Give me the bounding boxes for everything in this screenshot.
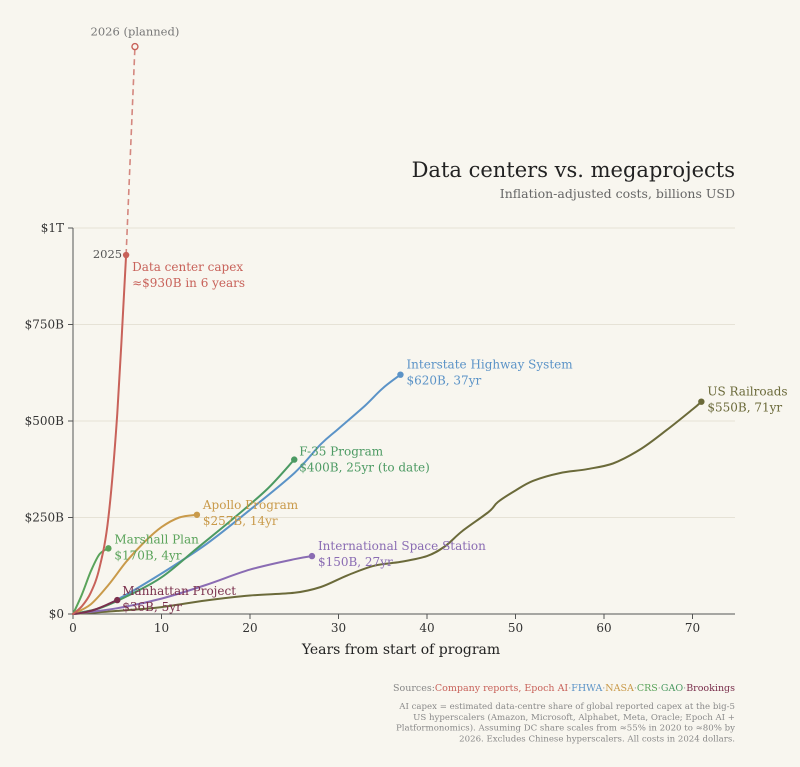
interstate-highway-system-line — [72, 373, 402, 615]
sources-separator: · — [658, 683, 661, 694]
sources-separator: · — [568, 683, 571, 694]
apollo-program-line — [72, 513, 198, 615]
x-axis-label: Years from start of program — [301, 642, 500, 658]
data-center-capex-label: Data center capex — [132, 260, 243, 274]
f-35-program-end-point — [291, 456, 298, 463]
apollo-program-label: Apollo Program — [202, 498, 299, 512]
data-center-capex-end-point — [122, 251, 130, 259]
sources-prefix: Sources: — [393, 683, 435, 694]
data-center-capex-line — [72, 254, 128, 615]
x-tick-label: 10 — [154, 621, 169, 635]
interstate-highway-system-value-label: $620B, 37yr — [406, 374, 481, 388]
international-space-station-end-point — [308, 552, 316, 560]
sources-separator: · — [634, 683, 637, 694]
apollo-program-value-label: $257B, 14yr — [203, 514, 278, 528]
source-nasa: NASA — [605, 683, 634, 694]
manhattan-project-value-label: $36B, 5yr — [122, 600, 182, 614]
data-center-capex-value-label: ≈$930B in 6 years — [132, 276, 245, 290]
x-tick-label: 50 — [508, 621, 523, 635]
footnote-line: AI capex = estimated data-centre share o… — [398, 702, 735, 712]
source-gao: GAO — [661, 683, 683, 694]
manhattan-project-label: Manhattan Project — [122, 584, 236, 598]
x-tick-label: 30 — [331, 621, 346, 635]
us-railroads-label: US Railroads — [707, 385, 787, 399]
x-tick-label: 0 — [69, 621, 77, 635]
footnote-line: 2026. Excludes Chinese hyperscalers. All… — [459, 734, 735, 744]
sources-separator: · — [602, 683, 605, 694]
x-tick-label: 20 — [242, 621, 257, 635]
y-tick-label: $750B — [25, 318, 65, 332]
manhattan-project-end-point — [114, 596, 121, 604]
interstate-highway-system-label: Interstate Highway System — [406, 358, 573, 372]
y-tick-label: $500B — [25, 414, 65, 428]
source-fhwa: FHWA — [571, 683, 602, 694]
chart-subtitle: Inflation-adjusted costs, billions USD — [500, 186, 735, 201]
footnote-line: Platformonomics). Assuming DC share scal… — [396, 723, 735, 734]
footnote-line: US hyperscalers (Amazon, Microsoft, Alph… — [413, 712, 735, 723]
data-center-capex-projection-label: 2026 (planned) — [91, 25, 180, 39]
y-tick-label: $250B — [25, 511, 65, 525]
interstate-highway-system-end-point — [397, 371, 404, 378]
x-tick-label: 60 — [596, 621, 611, 635]
data-center-capex-projection-line — [125, 46, 136, 256]
source-company-reports-epoch-ai: Company reports, Epoch AI — [435, 683, 569, 694]
manhattan-project-line — [72, 599, 119, 615]
source-brookings: Brookings — [686, 683, 735, 694]
apollo-program-end-point — [193, 511, 201, 518]
international-space-station-label: International Space Station — [318, 539, 486, 553]
f-35-program-label: F-35 Program — [299, 445, 384, 459]
us-railroads-end-point — [698, 398, 705, 405]
f-35-program-value-label: $400B, 25yr (to date) — [299, 461, 430, 475]
chart-title: Data centers vs. megaprojects — [412, 158, 735, 182]
x-tick-label: 70 — [685, 621, 700, 635]
marshall-plan-value-label: $170B, 4yr — [114, 548, 181, 562]
international-space-station-value-label: $150B, 27yr — [318, 555, 393, 569]
us-railroads-line — [72, 400, 703, 615]
us-railroads-value-label: $550B, 71yr — [707, 401, 782, 415]
y-tick-label: $0 — [49, 607, 64, 621]
sources-separator: · — [683, 683, 686, 694]
data-center-capex-projection-point — [131, 42, 139, 51]
y-tick-label: $1T — [41, 221, 64, 235]
marshall-plan-end-point — [105, 545, 112, 552]
marshall-plan-label: Marshall Plan — [114, 532, 199, 546]
international-space-station-line — [72, 555, 313, 615]
data-center-capex-point-label: 2025 — [93, 247, 122, 261]
source-crs: CRS — [637, 683, 658, 694]
x-tick-label: 40 — [419, 621, 434, 635]
